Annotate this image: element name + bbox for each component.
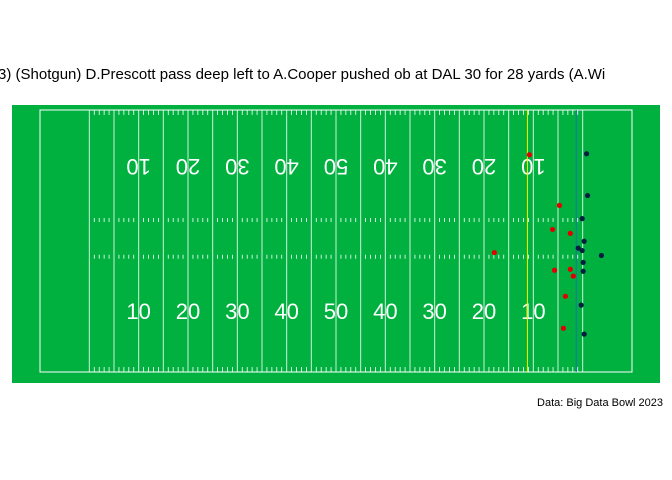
yard-number: 10 <box>521 299 545 324</box>
player-dot <box>578 302 584 308</box>
player-dot <box>560 325 567 331</box>
player-dot <box>584 151 590 157</box>
chart-title: 3) (Shotgun) D.Prescott pass deep left t… <box>0 66 605 83</box>
player-dot <box>551 267 558 273</box>
player-dot <box>585 192 591 199</box>
player-dot <box>526 152 532 158</box>
yard-number: 20 <box>472 299 496 324</box>
yard-number: 10 <box>126 154 150 179</box>
yard-number: 30 <box>422 299 446 324</box>
yard-number: 50 <box>324 154 348 179</box>
player-dot <box>556 202 563 208</box>
player-dot <box>570 273 576 279</box>
player-dot <box>579 216 585 222</box>
yard-number: 40 <box>274 154 298 179</box>
yard-number: 40 <box>373 299 397 324</box>
yard-number: 40 <box>373 154 397 179</box>
yard-number: 50 <box>324 299 348 324</box>
player-dot <box>491 249 497 256</box>
player-dot <box>580 259 586 265</box>
yard-number: 30 <box>225 154 249 179</box>
yard-number: 20 <box>176 299 200 324</box>
player-dot <box>562 293 569 299</box>
yard-number: 30 <box>225 299 249 324</box>
player-dot <box>575 245 581 251</box>
yard-number: 40 <box>274 299 298 324</box>
caption: Data: Big Data Bowl 2023 <box>537 397 663 409</box>
player-dot <box>581 331 587 337</box>
player-dot <box>567 230 573 236</box>
player-dot <box>567 266 573 272</box>
player-dot <box>579 247 585 254</box>
yard-number: 30 <box>422 154 446 179</box>
yard-number: 20 <box>472 154 496 179</box>
player-dot <box>598 252 605 259</box>
player-dot <box>581 238 587 244</box>
yard-number: 20 <box>176 154 200 179</box>
yard-number: 10 <box>521 154 545 179</box>
yard-number: 10 <box>126 299 150 324</box>
player-dot <box>580 268 586 274</box>
player-dot <box>549 226 556 233</box>
